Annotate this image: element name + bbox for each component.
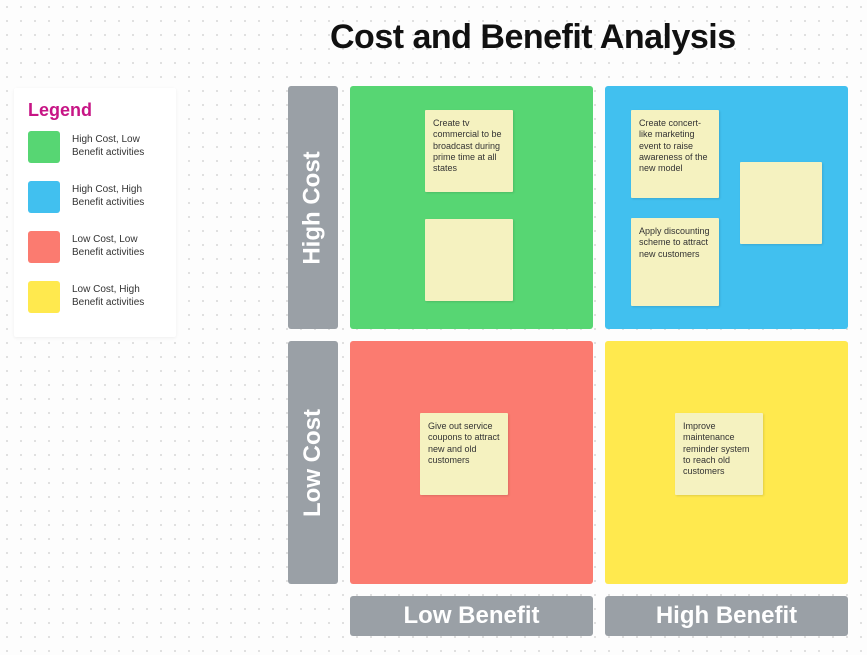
sticky-note[interactable]: Create concert-like marketing event to r… xyxy=(631,110,719,198)
legend-swatch xyxy=(28,281,60,313)
legend-item: Low Cost, Low Benefit activities xyxy=(28,231,162,263)
quadrant[interactable]: Create tv commercial to be broadcast dur… xyxy=(350,86,593,329)
legend-swatch xyxy=(28,181,60,213)
page-title: Cost and Benefit Analysis xyxy=(330,18,736,57)
sticky-note[interactable]: Give out service coupons to attract new … xyxy=(420,413,508,495)
legend-item: High Cost, Low Benefit activities xyxy=(28,131,162,163)
sticky-note[interactable] xyxy=(740,162,822,244)
sticky-note[interactable]: Create tv commercial to be broadcast dur… xyxy=(425,110,513,192)
axis-label-text: High Benefit xyxy=(656,602,797,630)
quadrant[interactable]: Give out service coupons to attract new … xyxy=(350,341,593,584)
axis-label-row: Low Cost xyxy=(288,341,338,584)
axis-label-text: Low Cost xyxy=(299,409,327,517)
legend-item: Low Cost, High Benefit activities xyxy=(28,281,162,313)
legend-item: High Cost, High Benefit activities xyxy=(28,181,162,213)
legend-title: Legend xyxy=(28,100,162,121)
legend-panel: Legend High Cost, Low Benefit activities… xyxy=(14,88,176,337)
legend-swatch xyxy=(28,231,60,263)
sticky-note[interactable] xyxy=(425,219,513,301)
quadrant[interactable]: Improve maintenance reminder system to r… xyxy=(605,341,848,584)
legend-swatch xyxy=(28,131,60,163)
axis-label-row: High Cost xyxy=(288,86,338,329)
legend-label: High Cost, High Benefit activities xyxy=(72,181,162,209)
quadrant[interactable]: Create concert-like marketing event to r… xyxy=(605,86,848,329)
legend-label: Low Cost, High Benefit activities xyxy=(72,281,162,309)
axis-label-text: High Cost xyxy=(299,151,327,264)
legend-label: Low Cost, Low Benefit activities xyxy=(72,231,162,259)
sticky-note[interactable]: Apply discounting scheme to attract new … xyxy=(631,218,719,306)
sticky-note[interactable]: Improve maintenance reminder system to r… xyxy=(675,413,763,495)
axis-label-col: High Benefit xyxy=(605,596,848,636)
axis-label-text: Low Benefit xyxy=(404,602,540,630)
legend-label: High Cost, Low Benefit activities xyxy=(72,131,162,159)
axis-label-col: Low Benefit xyxy=(350,596,593,636)
